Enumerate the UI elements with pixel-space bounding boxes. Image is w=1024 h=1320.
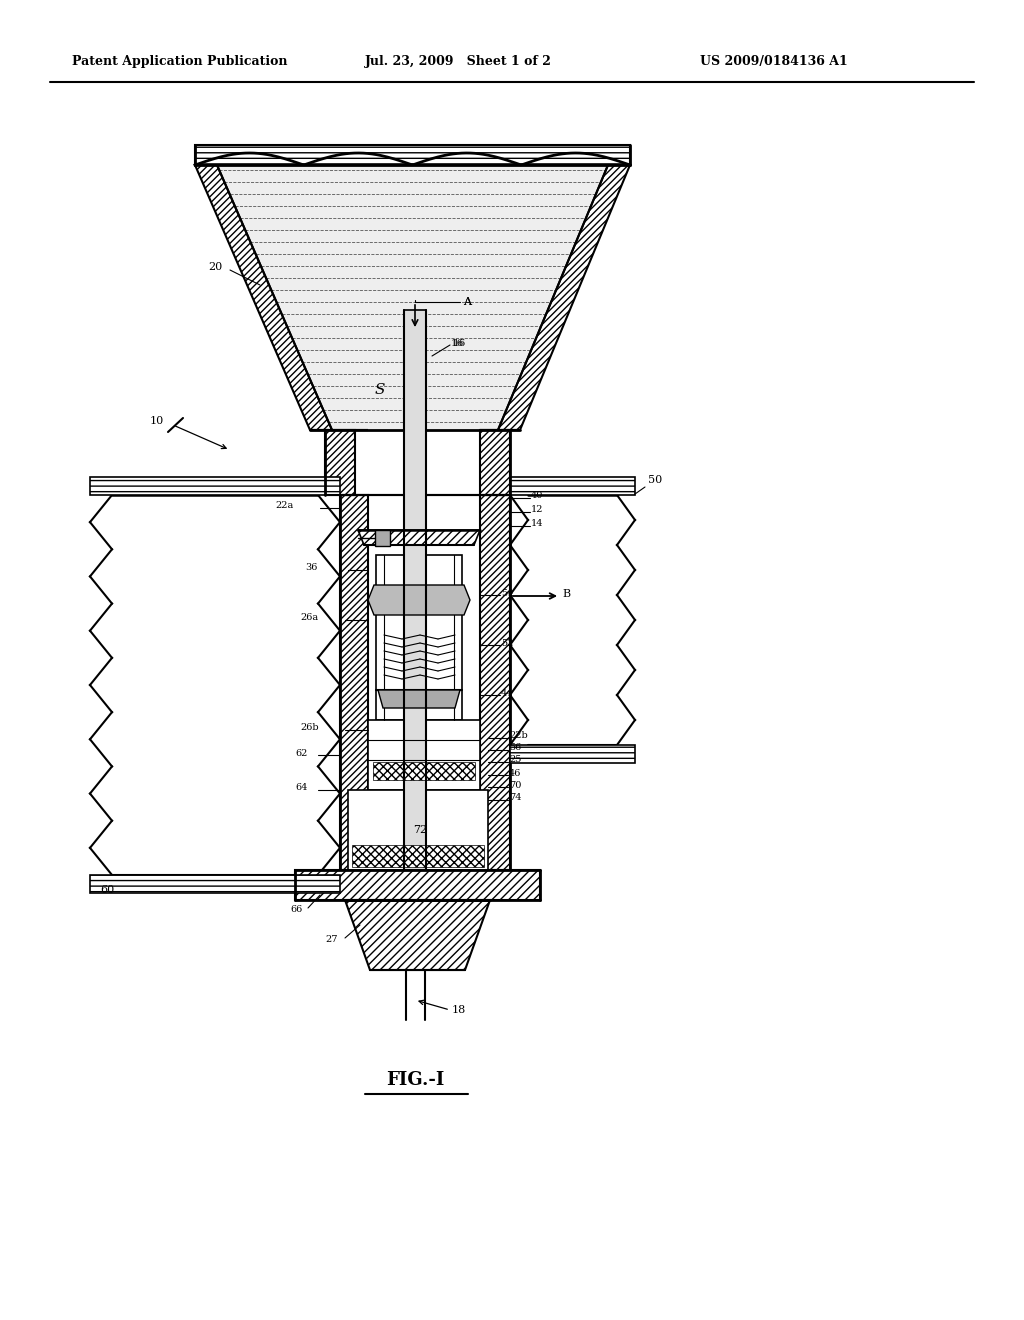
Polygon shape [378, 690, 460, 708]
Polygon shape [375, 531, 390, 546]
Bar [373, 762, 475, 780]
Polygon shape [325, 430, 355, 495]
Text: 72: 72 [413, 825, 427, 836]
Bar [90, 477, 340, 495]
Text: 60: 60 [100, 884, 115, 895]
Polygon shape [295, 870, 540, 900]
Polygon shape [480, 495, 510, 870]
Bar [376, 554, 462, 719]
Bar [368, 719, 480, 789]
Text: 16: 16 [451, 338, 464, 347]
Text: 62: 62 [295, 748, 307, 758]
Text: 14: 14 [531, 520, 544, 528]
Text: B: B [562, 589, 570, 599]
Text: 46: 46 [509, 768, 521, 777]
Text: Jul. 23, 2009   Sheet 1 of 2: Jul. 23, 2009 Sheet 1 of 2 [365, 55, 552, 69]
Polygon shape [498, 165, 630, 430]
Text: 10: 10 [150, 416, 164, 426]
Text: 50: 50 [648, 475, 663, 484]
Text: 26b: 26b [300, 723, 318, 733]
Text: 22a: 22a [275, 502, 293, 511]
Polygon shape [368, 585, 470, 615]
Text: 74: 74 [509, 793, 521, 803]
Polygon shape [195, 165, 332, 430]
Text: S: S [375, 383, 385, 397]
Text: 12: 12 [531, 506, 544, 515]
Polygon shape [358, 531, 480, 545]
Polygon shape [345, 900, 490, 970]
Bar [352, 845, 484, 867]
Text: 44: 44 [501, 689, 513, 697]
Bar [348, 789, 488, 870]
Text: 22b: 22b [509, 731, 527, 741]
Polygon shape [480, 430, 510, 495]
Text: Patent Application Publication: Patent Application Publication [72, 55, 288, 69]
Text: 36: 36 [305, 564, 317, 573]
Bar [195, 145, 630, 165]
Text: 40: 40 [531, 491, 544, 500]
Bar [404, 310, 426, 870]
Text: 64: 64 [295, 784, 307, 792]
Polygon shape [217, 165, 608, 430]
Text: A: A [463, 297, 471, 308]
Text: 70: 70 [509, 780, 521, 789]
Text: 56: 56 [509, 743, 521, 752]
Text: FIG.-I: FIG.-I [386, 1071, 444, 1089]
Text: 16: 16 [453, 338, 466, 347]
Text: 52: 52 [501, 639, 513, 648]
Bar [90, 875, 340, 894]
Text: 27: 27 [325, 936, 338, 945]
Polygon shape [340, 495, 368, 870]
Bar [510, 744, 635, 763]
Bar [510, 477, 635, 495]
Text: 25: 25 [509, 755, 521, 764]
Text: 54: 54 [501, 589, 513, 598]
Text: 26a: 26a [300, 614, 318, 623]
Text: 18: 18 [452, 1005, 466, 1015]
Text: 66: 66 [290, 906, 302, 915]
Text: US 2009/0184136 A1: US 2009/0184136 A1 [700, 55, 848, 69]
Text: 20: 20 [208, 261, 222, 272]
Text: A: A [463, 297, 471, 308]
